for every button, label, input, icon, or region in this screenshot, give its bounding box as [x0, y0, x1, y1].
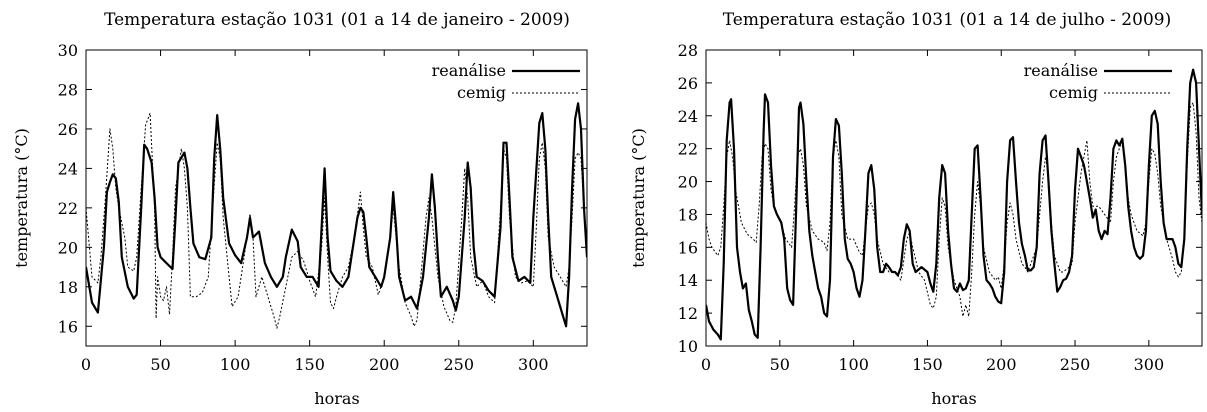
- chart-left-y-tick-label: 18: [58, 278, 78, 297]
- chart-right-legend-label-cemig: cemig: [1049, 83, 1098, 102]
- chart-left-x-tick-label: 250: [443, 355, 474, 374]
- chart-right-series: [706, 68, 1202, 341]
- chart-left-y-tick-label: 30: [58, 41, 78, 60]
- chart-right-x-tick-label: 100: [838, 355, 869, 374]
- chart-left: Temperatura estação 1031 (01 a 14 de jan…: [12, 10, 588, 408]
- chart-right-x-tick-label: 50: [770, 355, 790, 374]
- chart-left-title: Temperatura estação 1031 (01 a 14 de jan…: [104, 10, 570, 30]
- chart-right: Temperatura estação 1031 (01 a 14 de jul…: [629, 10, 1203, 408]
- chart-right-title: Temperatura estação 1031 (01 a 14 de jul…: [723, 10, 1171, 30]
- chart-left-y-tick-label: 20: [58, 238, 78, 257]
- chart-left-legend-label-cemig: cemig: [457, 83, 506, 102]
- chart-right-y-tick-label: 20: [678, 173, 698, 192]
- chart-right-y-tick-label: 24: [678, 107, 698, 126]
- chart-left-x-tick-label: 0: [81, 355, 91, 374]
- chart-left-y-tick-label: 28: [58, 80, 78, 99]
- chart-left-y-tick-label: 26: [58, 120, 78, 139]
- chart-right-x-tick-label: 200: [986, 355, 1017, 374]
- chart-right-y-tick-label: 16: [678, 238, 698, 257]
- chart-left-series-line-reanalise: [86, 102, 587, 328]
- chart-right-legend-label-reanalise: reanálise: [1024, 61, 1098, 80]
- chart-left-plot-frame: [85, 49, 588, 347]
- chart-right-x-ticks: 0 50 100 150 200 250 300: [701, 50, 1164, 374]
- chart-right-legend: reanálise cemig: [1024, 61, 1172, 102]
- chart-left-series: [86, 102, 587, 329]
- chart-right-y-tick-label: 14: [678, 271, 698, 290]
- chart-right-x-tick-label: 150: [912, 355, 943, 374]
- chart-left-x-tick-label: 150: [294, 355, 325, 374]
- chart-right-y-tick-label: 10: [678, 337, 698, 356]
- chart-left-y-tick-label: 16: [58, 317, 78, 336]
- chart-left-x-tick-label: 100: [220, 355, 251, 374]
- chart-left-x-tick-label: 200: [369, 355, 400, 374]
- chart-right-series-line-reanalise: [706, 68, 1202, 341]
- chart-left-series-line-cemig: [86, 112, 587, 329]
- chart-right-x-axis-label: horas: [931, 389, 976, 408]
- chart-left-y-tick-label: 22: [58, 199, 78, 218]
- chart-right-y-tick-label: 22: [678, 140, 698, 159]
- chart-left-x-tick-label: 300: [518, 355, 549, 374]
- chart-left-y-axis-label: temperatura (°C): [12, 128, 31, 268]
- chart-right-y-ticks: 10 12 14 16 18 20 22 24 26 28: [678, 41, 1202, 356]
- chart-left-legend-label-reanalise: reanálise: [432, 61, 506, 80]
- chart-right-y-tick-label: 18: [678, 205, 698, 224]
- chart-right-x-tick-label: 250: [1060, 355, 1091, 374]
- chart-right-y-axis-label: temperatura (°C): [629, 128, 648, 268]
- chart-left-x-ticks: 0 50 100 150 200 250 300: [81, 50, 549, 374]
- chart-right-y-tick-label: 28: [678, 41, 698, 60]
- chart-left-x-axis-label: horas: [314, 389, 359, 408]
- chart-left-y-tick-label: 24: [58, 159, 78, 178]
- chart-right-y-tick-label: 26: [678, 74, 698, 93]
- chart-right-y-tick-label: 12: [678, 304, 698, 323]
- chart-left-legend: reanálise cemig: [432, 61, 580, 102]
- chart-right-x-tick-label: 0: [701, 355, 711, 374]
- chart-right-x-tick-label: 300: [1134, 355, 1165, 374]
- chart-left-y-ticks: 16 18 20 22 24 26 28 30: [58, 41, 587, 336]
- chart-left-x-tick-label: 50: [150, 355, 170, 374]
